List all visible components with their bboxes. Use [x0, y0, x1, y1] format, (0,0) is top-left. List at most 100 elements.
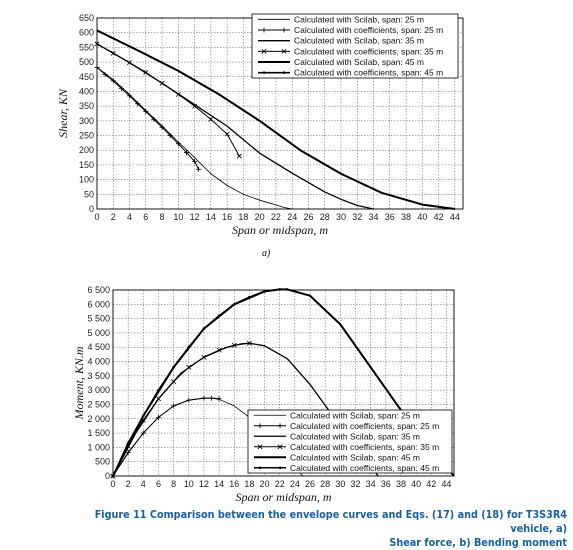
- y-tick-label: 6 500: [87, 285, 110, 295]
- y-tick-label: 100: [79, 175, 94, 185]
- data-point-4: [208, 116, 214, 122]
- legend-label-2: Calculated with coefficients, span: 25 m: [290, 421, 439, 431]
- legend-marker-6: [258, 466, 262, 470]
- y-tick-label: 400: [79, 86, 94, 96]
- legend-marker-6: [278, 466, 282, 470]
- y-tick-label: 2 000: [87, 414, 110, 424]
- y-tick-label: 3 500: [87, 371, 110, 381]
- data-point-4: [186, 364, 192, 370]
- x-tick-label: 2: [111, 212, 116, 222]
- x-tick-label: 24: [290, 479, 300, 489]
- data-point-6: [248, 295, 251, 299]
- x-tick-label: 36: [385, 212, 395, 222]
- data-point-2: [127, 93, 133, 99]
- data-point-4: [175, 91, 181, 97]
- x-tick-label: 30: [335, 479, 345, 489]
- y-tick-label: 5 000: [87, 328, 110, 338]
- legend-label-2: Calculated with coefficients, span: 25 m: [294, 25, 443, 35]
- legend-marker-2: [277, 423, 283, 429]
- legend: Calculated with Scilab, span: 25 mCalcul…: [251, 13, 459, 79]
- legend-label-3: Calculated with Scilab, span: 35 m: [290, 431, 420, 441]
- y-tick-label: 200: [79, 145, 94, 155]
- y-tick-label: 650: [79, 13, 94, 23]
- data-point-2: [209, 395, 215, 401]
- data-point-4: [171, 379, 177, 385]
- x-tick-label: 2: [126, 479, 131, 489]
- y-tick-label: 1 500: [87, 428, 110, 438]
- legend-box: [247, 409, 453, 474]
- data-point-2: [216, 396, 222, 402]
- caption-line-1: Figure 11 Comparison between the envelop…: [94, 509, 567, 535]
- y-tick-label: 450: [79, 72, 94, 82]
- data-point-6: [263, 290, 266, 293]
- y-tick-label: 0: [105, 471, 110, 481]
- x-tick-label: 38: [396, 479, 406, 489]
- legend-label-1: Calculated with Scilab, span: 25 m: [294, 14, 424, 24]
- data-point-4: [216, 347, 222, 353]
- y-tick-label: 50: [84, 189, 94, 199]
- legend-marker-4: [281, 48, 287, 54]
- legend-marker-4: [257, 444, 263, 450]
- x-tick-label: 30: [336, 212, 346, 222]
- data-point-2: [192, 158, 198, 164]
- x-tick-label: 0: [94, 212, 99, 222]
- legend-marker-6: [262, 71, 266, 74]
- y-axis-label: Moment, KN.m: [72, 346, 86, 420]
- data-point-2: [167, 133, 173, 139]
- legend-box: [251, 13, 459, 79]
- x-tick-label: 26: [305, 479, 315, 489]
- x-tick-label: 4: [127, 212, 132, 222]
- series-line-1: [96, 67, 293, 210]
- figure-caption: Figure 11 Comparison between the envelop…: [51, 508, 567, 550]
- x-tick-label: 10: [184, 479, 194, 489]
- data-point-2: [143, 108, 149, 114]
- legend-label-6: Calculated with coefficients, span: 45 m: [294, 68, 443, 78]
- data-point-2: [102, 71, 108, 77]
- data-point-6: [142, 414, 145, 418]
- x-tick-label: 4: [141, 479, 146, 489]
- legend-label-6: Calculated with coefficients, span: 45 m: [290, 463, 439, 473]
- y-tick-label: 600: [79, 28, 94, 38]
- data-point-2: [201, 395, 207, 401]
- x-tick-label: 40: [417, 212, 427, 222]
- data-point-4: [192, 103, 198, 109]
- data-point-2: [175, 141, 181, 147]
- data-point-4: [110, 50, 116, 56]
- data-point-2: [110, 78, 116, 84]
- x-tick-label: 42: [434, 212, 444, 222]
- x-tick-label: 38: [401, 212, 411, 222]
- data-point-6: [202, 327, 206, 330]
- data-point-4: [94, 41, 100, 47]
- grid-lines: [112, 289, 454, 477]
- data-point-2: [118, 86, 124, 92]
- caption-line-2: Shear force, b) Bending moment: [389, 537, 567, 549]
- x-tick-label: 10: [173, 212, 183, 222]
- x-tick-label: 36: [381, 479, 391, 489]
- y-tick-label: 3 000: [87, 385, 110, 395]
- legend-marker-2: [281, 27, 287, 33]
- y-tick-label: 150: [79, 160, 94, 170]
- data-point-6: [157, 388, 160, 392]
- legend-label-1: Calculated with Scilab, span: 25 m: [290, 410, 420, 420]
- y-tick-label: 4 500: [87, 342, 110, 352]
- x-tick-label: 14: [206, 212, 216, 222]
- data-point-4: [201, 354, 207, 360]
- data-point-2: [155, 414, 161, 420]
- data-point-2: [159, 124, 165, 130]
- x-tick-label: 32: [352, 212, 362, 222]
- x-tick-label: 12: [190, 212, 200, 222]
- legend: Calculated with Scilab, span: 25 mCalcul…: [247, 409, 453, 474]
- x-tick-label: 42: [426, 479, 436, 489]
- x-tick-label: 26: [303, 212, 313, 222]
- x-tick-label: 34: [369, 212, 379, 222]
- x-tick-label: 16: [222, 212, 232, 222]
- y-tick-label: 300: [79, 116, 94, 126]
- x-tick-label: 6: [143, 212, 148, 222]
- x-tick-label: 8: [160, 212, 165, 222]
- y-tick-label: 250: [79, 131, 94, 141]
- data-point-4: [236, 153, 242, 159]
- legend-label-4: Calculated with coefficients, span: 35 m: [294, 46, 443, 56]
- x-axis-label: Span or midspan, m: [235, 490, 331, 504]
- y-tick-label: 550: [79, 42, 94, 52]
